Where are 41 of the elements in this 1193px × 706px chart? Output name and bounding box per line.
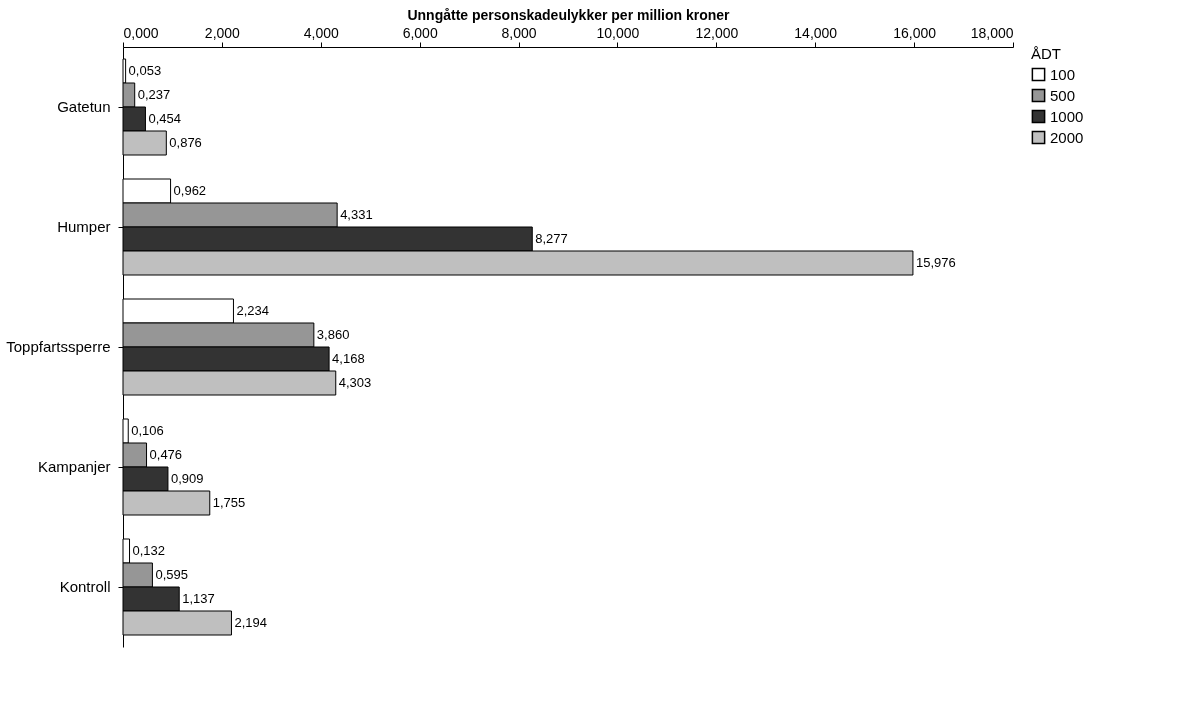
legend-label: 1000	[1050, 107, 1084, 125]
y-tick-label: Toppfartssperre	[6, 338, 111, 355]
data-label: 1,755	[212, 495, 246, 510]
legend-label: 500	[1050, 86, 1076, 104]
data-label: 15,976	[915, 255, 956, 270]
data-label: 0,053	[128, 63, 162, 78]
data-label: 0,962	[173, 183, 207, 198]
data-label: 3,860	[316, 327, 350, 342]
y-tick-label: Humper	[57, 218, 111, 235]
x-tick-label: 14,000	[794, 24, 838, 41]
x-tick-label: 0,000	[123, 24, 159, 41]
x-tick-label: 18,000	[970, 24, 1014, 41]
legend-title: ÅDT	[1031, 45, 1061, 62]
x-tick-label: 4,000	[303, 24, 339, 41]
y-tick-label: Kampanjer	[37, 458, 111, 475]
data-label: 4,331	[340, 207, 373, 222]
data-label: 0,595	[155, 567, 188, 582]
x-axis-title: Unngåtte personskadeulykker per million kroner	[407, 6, 731, 23]
x-tick-label: 8,000	[501, 24, 537, 41]
data-label: 4,303	[338, 375, 372, 390]
data-label: 2,194	[234, 615, 268, 630]
legend-label: 100	[1050, 65, 1076, 83]
data-label: 0,237	[137, 87, 171, 102]
y-tick-label: Gatetun	[57, 98, 111, 115]
data-label: 0,106	[131, 423, 164, 438]
data-label: 0,909	[170, 471, 204, 486]
x-tick-label: 6,000	[402, 24, 438, 41]
x-tick-label: 12,000	[695, 24, 739, 41]
data-label: 1,137	[182, 591, 215, 606]
y-tick-label: Kontroll	[59, 578, 111, 595]
legend-label: 2000	[1050, 128, 1084, 146]
x-tick-label: 2,000	[204, 24, 241, 41]
data-label: 0,876	[169, 135, 202, 150]
data-label: 4,168	[332, 351, 365, 366]
data-label: 0,454	[148, 111, 181, 126]
data-label: 0,132	[132, 543, 166, 558]
data-label: 8,277	[535, 231, 568, 246]
data-label: 2,234	[236, 303, 270, 318]
x-tick-label: 10,000	[596, 24, 640, 41]
x-tick-label: 16,000	[893, 24, 937, 41]
data-label: 0,476	[149, 447, 183, 462]
